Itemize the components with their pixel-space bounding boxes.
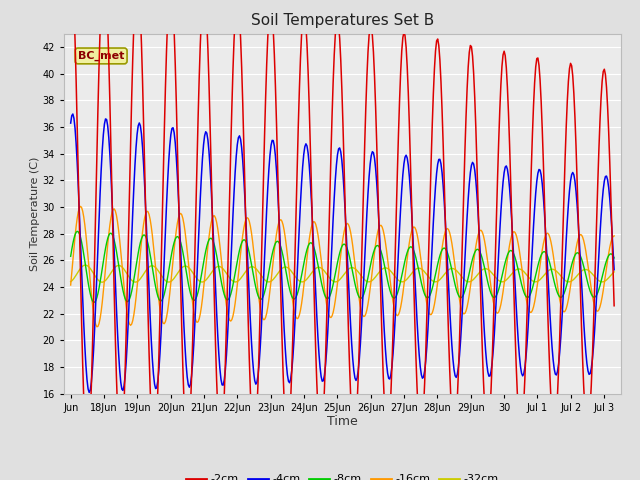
Legend: -2cm, -4cm, -8cm, -16cm, -32cm: -2cm, -4cm, -8cm, -16cm, -32cm	[182, 470, 503, 480]
X-axis label: Time: Time	[327, 415, 358, 429]
Title: Soil Temperatures Set B: Soil Temperatures Set B	[251, 13, 434, 28]
Text: BC_met: BC_met	[78, 51, 124, 61]
Y-axis label: Soil Temperature (C): Soil Temperature (C)	[29, 156, 40, 271]
